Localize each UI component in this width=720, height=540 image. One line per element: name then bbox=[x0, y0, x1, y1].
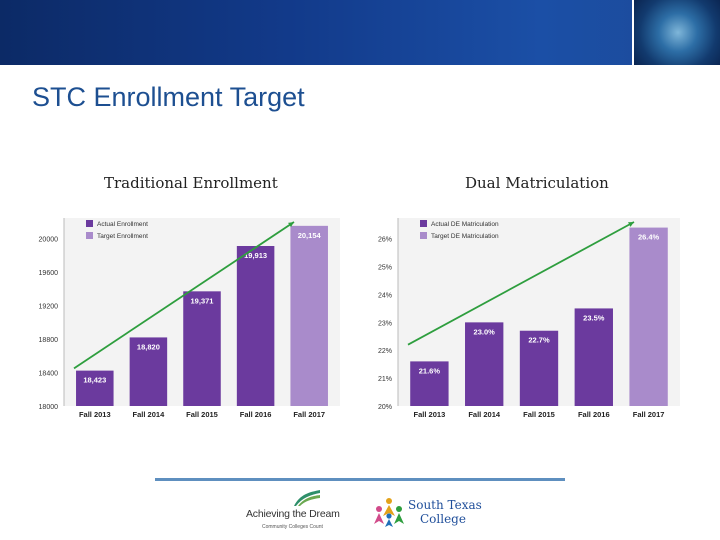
x-tick-label: Fall 2016 bbox=[578, 410, 610, 419]
bar-fall-2016 bbox=[236, 246, 275, 406]
header-compass-image bbox=[632, 0, 720, 65]
y-tick-label: 21% bbox=[378, 376, 392, 383]
y-tick-label: 22% bbox=[378, 348, 392, 355]
data-label: 23.0% bbox=[474, 327, 496, 336]
bar-fall-2014 bbox=[465, 322, 504, 406]
dual-matriculation-chart: 20% 21% 22% 23% 24% 25% 26% 21.6% Fall 2013 23.0%… bbox=[378, 218, 680, 419]
stc-name-line2: College bbox=[420, 512, 466, 526]
y-tick-label: 18000 bbox=[39, 404, 59, 411]
legend-swatch-actual bbox=[420, 220, 427, 227]
traditional-enrollment-heading: Traditional Enrollment bbox=[104, 174, 278, 192]
trend-arrowhead bbox=[628, 222, 634, 227]
x-tick-label: Fall 2015 bbox=[523, 410, 555, 419]
y-tick-label: 18800 bbox=[39, 337, 59, 344]
bar-fall-2013 bbox=[410, 361, 449, 406]
legend-swatch-actual bbox=[86, 220, 93, 227]
footer-rule bbox=[155, 478, 565, 481]
bar-fall-2013 bbox=[76, 370, 114, 406]
y-tick-label: 18400 bbox=[39, 371, 59, 378]
trend-line bbox=[407, 221, 635, 346]
bar-fall-2017 bbox=[629, 227, 668, 406]
achieving-the-dream-logo: Achieving the Dream Community Colleges C… bbox=[246, 488, 350, 532]
legend-label-target: Target DE Matriculation bbox=[431, 233, 499, 240]
bar-fall-2015 bbox=[519, 330, 559, 406]
x-tick-label: Fall 2017 bbox=[633, 410, 665, 419]
bar-fall-2015 bbox=[183, 291, 221, 406]
x-tick-label: Fall 2015 bbox=[186, 410, 218, 419]
bar-fall-2017 bbox=[290, 225, 328, 406]
people-icon bbox=[374, 498, 404, 527]
south-texas-college-logo: South Texas College bbox=[372, 494, 502, 530]
y-tick-label: 19200 bbox=[39, 304, 59, 311]
y-tick-label: 19600 bbox=[39, 270, 59, 277]
y-tick-label: 26% bbox=[378, 237, 392, 244]
bar-fall-2014 bbox=[129, 337, 168, 406]
data-label: 21.6% bbox=[419, 366, 441, 375]
x-tick-label: Fall 2017 bbox=[293, 410, 325, 419]
data-label: 18,820 bbox=[137, 342, 160, 351]
achieving-the-dream-tagline: Community Colleges Count bbox=[262, 524, 323, 530]
data-label: 26.4% bbox=[638, 233, 660, 242]
achieving-the-dream-text: Achieving the Dream bbox=[246, 508, 340, 520]
data-label: 19,913 bbox=[244, 251, 267, 260]
data-label: 19,371 bbox=[191, 296, 214, 305]
x-tick-label: Fall 2013 bbox=[79, 410, 111, 419]
slide-title: STC Enrollment Target bbox=[32, 82, 305, 112]
y-tick-label: 24% bbox=[378, 292, 392, 299]
y-tick-label: 20000 bbox=[39, 237, 59, 244]
y-tick-label: 20% bbox=[378, 404, 392, 411]
legend-label-actual: Actual DE Matriculation bbox=[431, 221, 499, 228]
dual-matriculation-heading: Dual Matriculation bbox=[465, 174, 609, 192]
x-tick-label: Fall 2016 bbox=[240, 410, 272, 419]
trend-line bbox=[73, 221, 295, 370]
legend-swatch-target bbox=[420, 232, 427, 239]
x-tick-label: Fall 2014 bbox=[133, 410, 166, 419]
data-label: 20,154 bbox=[298, 231, 322, 240]
y-tick-label: 25% bbox=[378, 265, 392, 272]
data-label: 22.7% bbox=[528, 336, 550, 345]
header-band bbox=[0, 0, 720, 65]
flag-icon bbox=[294, 490, 320, 506]
trend-arrowhead bbox=[288, 222, 294, 228]
legend-label-actual: Actual Enrollment bbox=[97, 221, 148, 228]
stc-name-line1: South Texas bbox=[408, 498, 482, 512]
legend-label-target: Target Enrollment bbox=[97, 233, 148, 240]
data-label: 18,423 bbox=[83, 376, 106, 385]
x-tick-label: Fall 2013 bbox=[414, 410, 446, 419]
legend-swatch-target bbox=[86, 232, 93, 239]
y-tick-label: 23% bbox=[378, 320, 392, 327]
bar-fall-2016 bbox=[574, 308, 613, 406]
traditional-enrollment-chart: 18000 18400 18800 19200 19600 20000 18,423 Fall… bbox=[39, 218, 340, 419]
x-tick-label: Fall 2014 bbox=[468, 410, 501, 419]
data-label: 23.5% bbox=[583, 313, 605, 322]
